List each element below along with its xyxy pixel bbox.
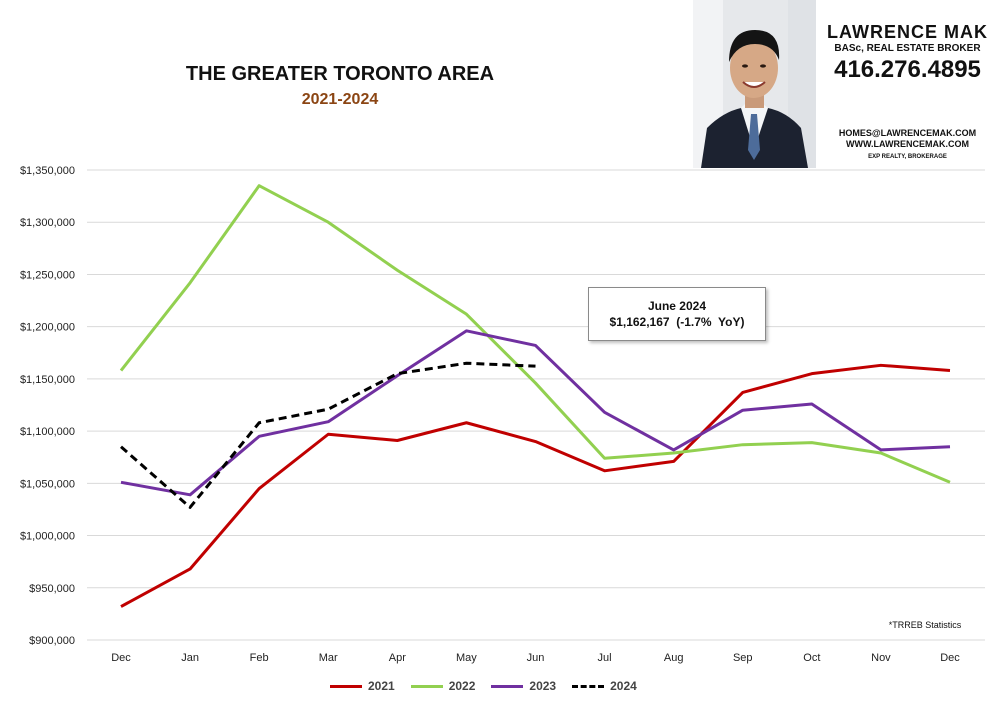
june-2024-callout: June 2024 $1,162,167 (-1.7% YoY) bbox=[588, 287, 766, 341]
agent-photo bbox=[693, 0, 816, 168]
y-tick-label: $900,000 bbox=[29, 635, 75, 647]
agent-phone: 416.276.4895 bbox=[834, 56, 981, 83]
chart-subtitle: 2021-2024 bbox=[301, 91, 379, 108]
legend-label-2024: 2024 bbox=[610, 679, 637, 693]
agent-name: LAWRENCE MAK bbox=[827, 22, 988, 42]
chart-legend: 2021 2022 2023 2024 bbox=[330, 677, 653, 695]
y-tick-label: $1,150,000 bbox=[20, 374, 75, 386]
y-tick-label: $1,200,000 bbox=[20, 322, 75, 334]
legend-label-2021: 2021 bbox=[368, 679, 395, 693]
x-tick-label: Dec bbox=[940, 652, 960, 664]
legend-item-2022: 2022 bbox=[410, 679, 476, 693]
legend-item-2021: 2021 bbox=[330, 679, 395, 693]
series-line-2022 bbox=[119, 184, 951, 484]
y-axis-tick-labels: $900,000 $950,000 $1,000,000 $1,050,000 $1,1… bbox=[20, 165, 75, 647]
x-tick-label: Dec bbox=[111, 652, 131, 664]
agent-email: HOMES@LAWRENCEMAK.COM bbox=[838, 128, 977, 138]
y-tick-label: $1,350,000 bbox=[20, 165, 75, 177]
legend-item-2023: 2023 bbox=[491, 679, 556, 693]
agent-brokerage: EXP REALTY, BROKERAGE bbox=[868, 154, 947, 160]
series-line-2023 bbox=[120, 329, 951, 497]
x-tick-label: Feb bbox=[250, 652, 269, 664]
series-line-2021 bbox=[120, 363, 951, 608]
x-tick-label: Jun bbox=[527, 652, 545, 664]
x-tick-label: Jan bbox=[181, 652, 199, 664]
gridlines bbox=[87, 169, 985, 641]
callout-title: June 2024 bbox=[647, 299, 707, 313]
agent-credentials: BASc, REAL ESTATE BROKER bbox=[834, 43, 981, 54]
chart-title: THE GREATER TORONTO AREA bbox=[185, 63, 495, 85]
source-note: *TRREB Statistics bbox=[888, 620, 962, 630]
y-tick-label: $950,000 bbox=[29, 583, 75, 595]
x-tick-label: Apr bbox=[389, 652, 406, 664]
x-tick-label: Jul bbox=[598, 652, 612, 664]
agent-portrait-icon bbox=[693, 0, 816, 168]
x-tick-label: Oct bbox=[803, 652, 820, 664]
x-tick-label: Aug bbox=[664, 652, 684, 664]
series-line-2024 bbox=[120, 361, 536, 509]
y-tick-label: $1,000,000 bbox=[20, 531, 75, 543]
x-tick-label: May bbox=[456, 652, 477, 664]
legend-label-2023: 2023 bbox=[529, 679, 557, 693]
x-tick-label: Nov bbox=[871, 652, 891, 664]
legend-swatch-2024 bbox=[572, 684, 605, 688]
x-tick-label: Mar bbox=[319, 652, 338, 664]
legend-item-2024: 2024 bbox=[572, 679, 637, 693]
y-tick-label: $1,250,000 bbox=[20, 269, 75, 281]
series-lines bbox=[119, 184, 951, 608]
y-tick-label: $1,050,000 bbox=[20, 478, 75, 490]
agent-banner: LAWRENCE MAK BASc, REAL ESTATE BROKER 41… bbox=[693, 0, 999, 168]
callout-value: $1,162,167 (-1.7% YoY) bbox=[609, 315, 745, 329]
legend-swatch-2021 bbox=[330, 684, 362, 688]
y-tick-label: $1,100,000 bbox=[20, 426, 75, 438]
legend-swatch-2023 bbox=[491, 684, 524, 688]
legend-label-2022: 2022 bbox=[448, 679, 476, 693]
x-axis-tick-labels: Dec Jan Feb Mar Apr May Jun Jul Aug Sep Oct Nov Dec bbox=[111, 652, 960, 664]
y-tick-label: $1,300,000 bbox=[20, 217, 75, 229]
x-tick-label: Sep bbox=[733, 652, 753, 664]
agent-website: WWW.LAWRENCEMAK.COM bbox=[846, 139, 969, 149]
legend-swatch-2022 bbox=[410, 684, 443, 688]
